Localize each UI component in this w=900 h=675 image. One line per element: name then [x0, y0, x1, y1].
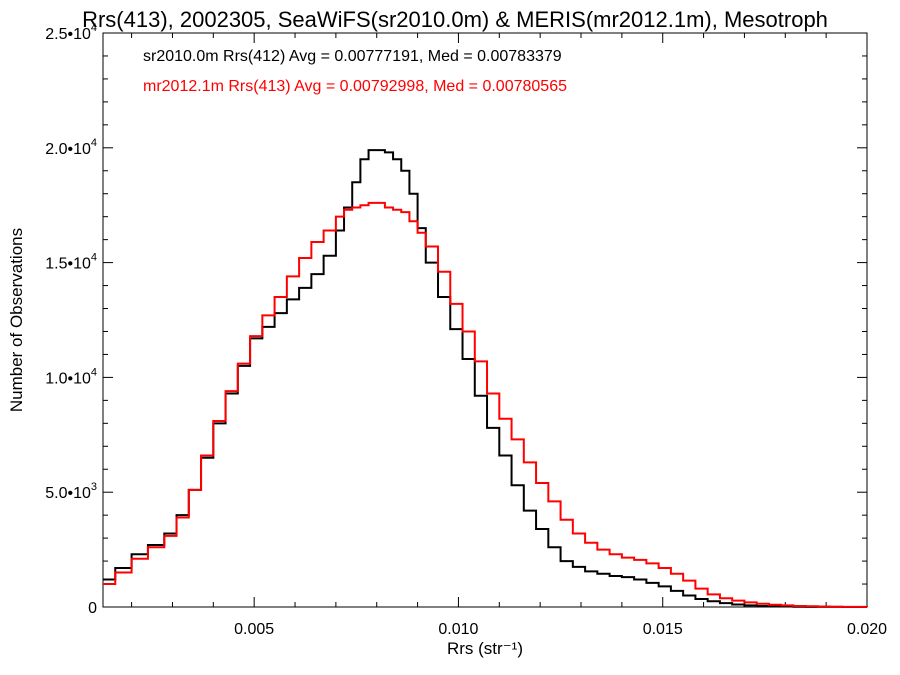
y-tick-label: 2.5•104 [45, 22, 97, 43]
x-axis-label: Rrs (str⁻¹) [447, 639, 523, 658]
y-tick-exponent: 3 [91, 481, 97, 493]
y-tick-mantissa: 1.0•10 [45, 370, 91, 387]
y-tick-mantissa: 2.5•10 [45, 26, 91, 43]
y-tick-label: 2.0•104 [45, 137, 97, 158]
legend-entry-mr2012: mr2012.1m Rrs(413) Avg = 0.00792998, Med… [143, 78, 567, 95]
y-tick-exponent: 4 [91, 22, 97, 34]
y-tick-label: 5.0•103 [45, 481, 97, 502]
x-tick-label: 0.020 [847, 621, 887, 638]
x-tick-label: 0.015 [643, 621, 683, 638]
y-tick-label: 1.5•104 [45, 252, 97, 273]
x-axis: 0.005 0.010 0.015 0.020 [131, 33, 887, 638]
y-tick-mantissa: 5.0•10 [45, 485, 91, 502]
series-mr2012-line [103, 201, 868, 608]
y-tick-exponent: 4 [91, 252, 97, 264]
chart-title: Rrs(413), 2002305, SeaWiFS(sr2010.0m) & … [82, 7, 828, 32]
series-layer [103, 149, 868, 608]
y-tick-exponent: 4 [91, 366, 97, 378]
y-tick-exponent: 4 [91, 137, 97, 149]
legend-entry-sr2010: sr2010.0m Rrs(412) Avg = 0.00777191, Med… [143, 48, 562, 65]
y-tick-mantissa: 1.5•10 [45, 256, 91, 273]
y-tick-label: 1.0•104 [45, 366, 97, 387]
x-tick-label: 0.010 [438, 621, 478, 638]
x-tick-label: 0.005 [234, 621, 274, 638]
y-tick-mantissa: 2.0•10 [45, 141, 91, 158]
y-tick-label: 0 [88, 600, 97, 617]
y-axis-label: Number of Observations [7, 228, 26, 412]
plot-frame [102, 32, 868, 608]
y-tick-mantissa: 0 [88, 600, 97, 617]
